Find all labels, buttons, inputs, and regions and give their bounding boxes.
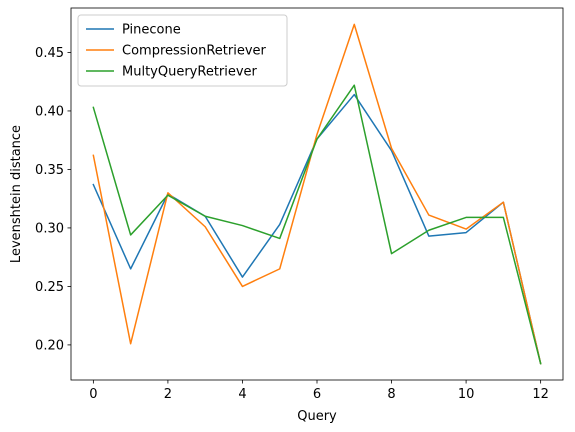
y-axis-label: Levenshtein distance [9,125,24,263]
legend-label: MultyQueryRetriever [122,65,258,80]
y-tick-label: 0.25 [35,280,64,295]
x-axis-ticks: 0 2 4 6 8 10 12 [89,380,549,402]
legend-label: CompressionRetriever [122,44,267,59]
plot-frame [70,7,564,381]
y-tick-label: 0.45 [35,46,64,61]
x-tick-label: 0 [89,387,97,402]
y-tick-label: 0.40 [35,104,64,119]
x-tick-label: 8 [387,387,395,402]
x-tick-label: 2 [164,387,172,402]
y-tick-label: 0.30 [35,221,64,236]
x-tick-label: 4 [238,387,246,402]
series-line-compressionretriever [92,23,542,365]
series-lines [92,23,542,365]
x-tick-label: 10 [458,387,475,402]
legend: Pinecone CompressionRetriever MultyQueryRe… [77,14,288,87]
x-axis-label: Query [297,409,337,424]
legend-box [77,14,288,87]
x-tick-label: 12 [532,387,549,402]
legend-label: Pinecone [122,23,181,38]
y-tick-label: 0.20 [35,338,64,353]
y-tick-label: 0.35 [35,163,64,178]
x-tick-label: 6 [313,387,321,402]
y-axis-ticks: 0.20 0.25 0.30 0.35 0.40 0.45 [35,46,71,353]
series-line-multyqueryretriever [92,84,542,365]
